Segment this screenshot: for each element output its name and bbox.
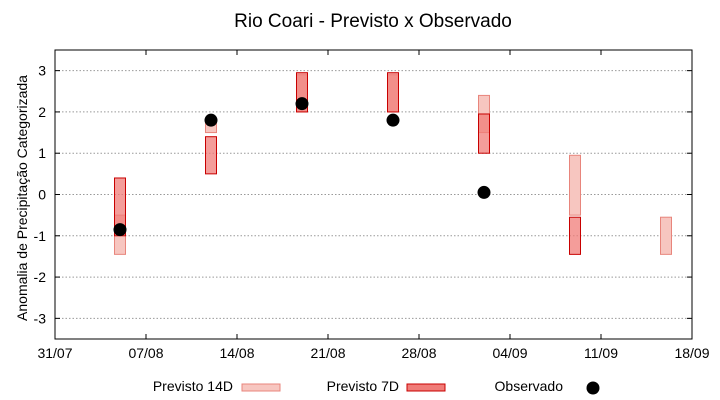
y-tick-label: 1	[38, 145, 46, 161]
observed-point	[113, 223, 127, 237]
y-axis-label: Anomalia de Precipitação Categorizada	[14, 75, 30, 321]
legend-forecast-7d-label: Previsto 7D	[327, 378, 399, 394]
forecast-7d-bar	[296, 72, 308, 113]
legend-observed-label: Observado	[495, 378, 564, 394]
observed-point	[295, 97, 309, 111]
y-tick-label: -1	[34, 228, 47, 244]
forecast-7d-bar	[569, 216, 581, 255]
forecast-7d-bar	[478, 113, 490, 154]
x-tick-label: 11/09	[584, 345, 618, 361]
x-tick-label: 18/09	[674, 345, 709, 361]
y-tick-label: 3	[38, 63, 46, 79]
legend-forecast-14d-label: Previsto 14D	[153, 378, 233, 394]
forecast-7d-bar	[205, 136, 217, 175]
observed-point	[477, 185, 491, 199]
x-tick-label: 21/08	[310, 345, 345, 361]
y-tick-label: 2	[38, 104, 46, 120]
forecast-14d-bar	[660, 216, 672, 255]
observed-point	[386, 113, 400, 127]
chart-title: Rio Coari - Previsto x Observado	[234, 11, 512, 32]
y-tick-label: -2	[34, 269, 47, 285]
x-tick-label: 07/08	[128, 345, 163, 361]
forecast-7d-bar	[387, 72, 399, 113]
x-tick-label: 28/08	[401, 345, 436, 361]
forecast-14d-bar	[569, 154, 581, 216]
legend-observed-swatch	[586, 381, 600, 395]
y-tick-label: -3	[34, 310, 47, 326]
y-tick-label: 0	[38, 187, 46, 203]
legend-forecast-14d-swatch	[241, 383, 281, 392]
x-tick-label: 04/09	[492, 345, 527, 361]
x-tick-label: 14/08	[219, 345, 254, 361]
x-tick-label: 31/07	[37, 345, 72, 361]
observed-point	[204, 113, 218, 127]
legend-forecast-7d-swatch	[406, 383, 446, 392]
